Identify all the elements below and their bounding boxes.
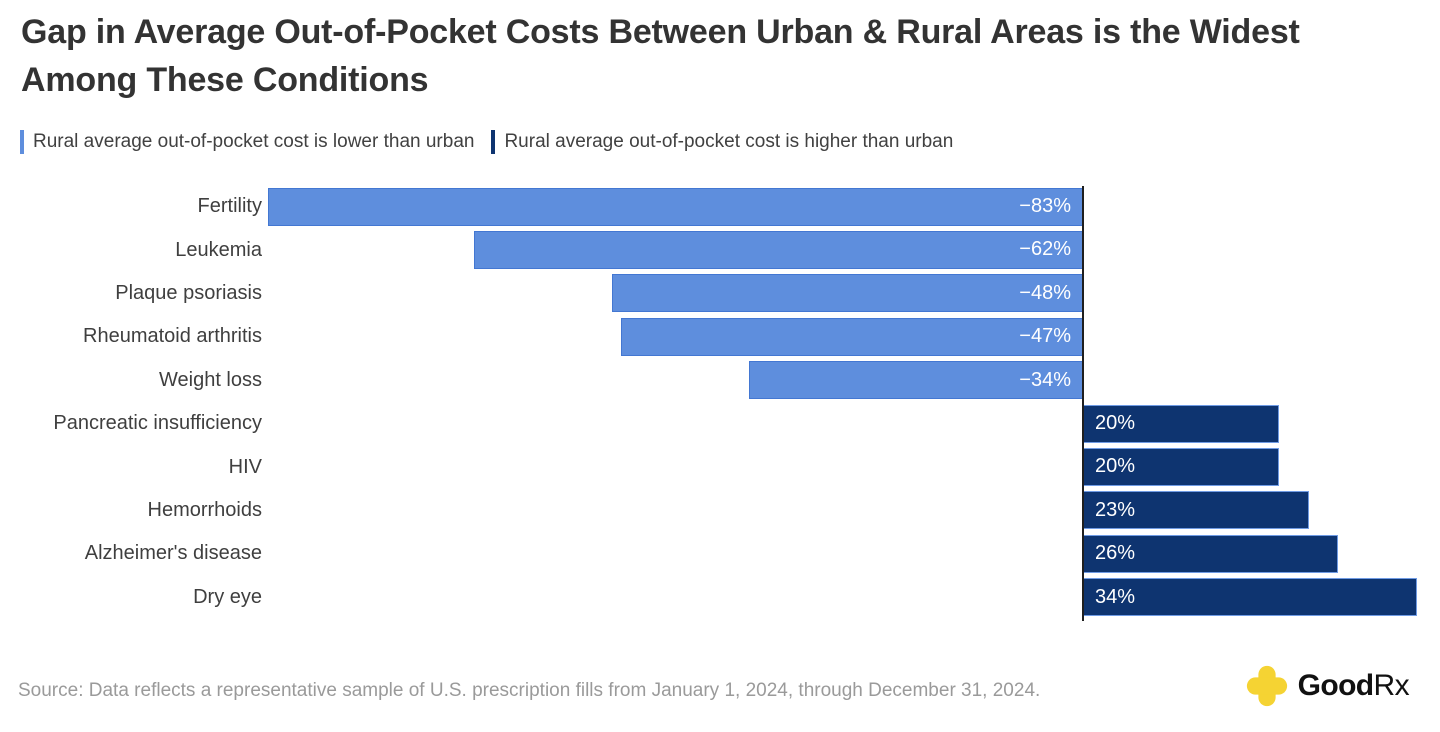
legend-marker-lower-icon (20, 130, 24, 154)
bar-value-label: −47% (1019, 325, 1071, 348)
bar-value-label: −83% (1019, 195, 1071, 218)
bar-track: 26% (262, 532, 1440, 575)
bar-value-label: 20% (1095, 412, 1136, 435)
legend: Rural average out-of-pocket cost is lowe… (20, 130, 953, 154)
chart-row: Rheumatoid arthritis −47% (0, 315, 1440, 358)
bar-track: −62% (262, 228, 1440, 271)
chart-row: Leukemia −62% (0, 228, 1440, 271)
bar-track: −83% (262, 185, 1440, 228)
bar: −34% (749, 361, 1083, 400)
category-label: Weight loss (158, 368, 262, 391)
chart-row: Weight loss −34% (0, 359, 1440, 402)
zero-axis-line (1082, 186, 1084, 621)
bar-track: −34% (262, 359, 1440, 402)
bar-track: 20% (262, 402, 1440, 445)
legend-label-higher: Rural average out-of-pocket cost is high… (504, 131, 954, 152)
goodrx-wordmark: Good Rx (1297, 669, 1410, 703)
chart-row: Plaque psoriasis −48% (0, 272, 1440, 315)
bar: 23% (1083, 491, 1309, 530)
bar: −48% (612, 274, 1083, 313)
bar-track: 23% (262, 489, 1440, 532)
category-label: Leukemia (175, 238, 262, 261)
bar: 26% (1083, 534, 1338, 573)
page-title: Gap in Average Out-of-Pocket Costs Betwe… (21, 13, 1300, 99)
bar-track: −48% (262, 272, 1440, 315)
bar-value-label: 26% (1095, 542, 1136, 565)
chart-row: Dry eye 34% (0, 576, 1440, 619)
category-label: Dry eye (193, 585, 262, 608)
bar-value-label: 20% (1095, 455, 1136, 478)
category-label: Hemorrhoids (147, 498, 262, 521)
bar-chart: Fertility −83% Leukemia −62% Plaque psoriasi… (0, 185, 1440, 619)
bar-value-label: 34% (1095, 585, 1136, 608)
bar-value-label: 23% (1095, 498, 1136, 521)
legend-marker-higher-icon (491, 130, 496, 154)
goodrx-cross-icon (1246, 665, 1287, 707)
bar: 20% (1083, 404, 1279, 443)
bar-track: 34% (262, 576, 1440, 619)
bar: −47% (621, 317, 1083, 356)
bar-track: −47% (262, 315, 1440, 358)
legend-label-lower: Rural average out-of-pocket cost is lowe… (33, 131, 475, 152)
category-label: Plaque psoriasis (115, 281, 262, 304)
bar-value-label: −48% (1019, 281, 1071, 304)
goodrx-wordmark-good: Good (1297, 669, 1375, 702)
bar: −83% (268, 187, 1083, 226)
chart-row: HIV 20% (0, 445, 1440, 488)
chart-row: Fertility −83% (0, 185, 1440, 228)
bar: 20% (1083, 447, 1279, 486)
goodrx-wordmark-rx: Rx (1373, 669, 1410, 702)
category-label: Alzheimer's disease (84, 542, 262, 565)
bar-value-label: −62% (1019, 238, 1071, 261)
category-label: HIV (228, 455, 262, 478)
category-label: Rheumatoid arthritis (83, 325, 262, 348)
bar: −62% (474, 230, 1083, 269)
chart-row: Alzheimer's disease 26% (0, 532, 1440, 575)
chart-row: Pancreatic insufficiency 20% (0, 402, 1440, 445)
bar: 34% (1083, 578, 1417, 617)
chart-row: Hemorrhoids 23% (0, 489, 1440, 532)
category-label: Fertility (197, 195, 262, 218)
category-label: Pancreatic insufficiency (53, 412, 262, 435)
goodrx-logo: Good Rx (1244, 663, 1410, 709)
source-note: Source: Data reflects a representative s… (18, 680, 1041, 701)
legend-item-higher: Rural average out-of-pocket cost is high… (491, 130, 953, 154)
legend-item-lower: Rural average out-of-pocket cost is lowe… (20, 130, 474, 154)
bar-value-label: −34% (1019, 368, 1071, 391)
bar-track: 20% (262, 445, 1440, 488)
